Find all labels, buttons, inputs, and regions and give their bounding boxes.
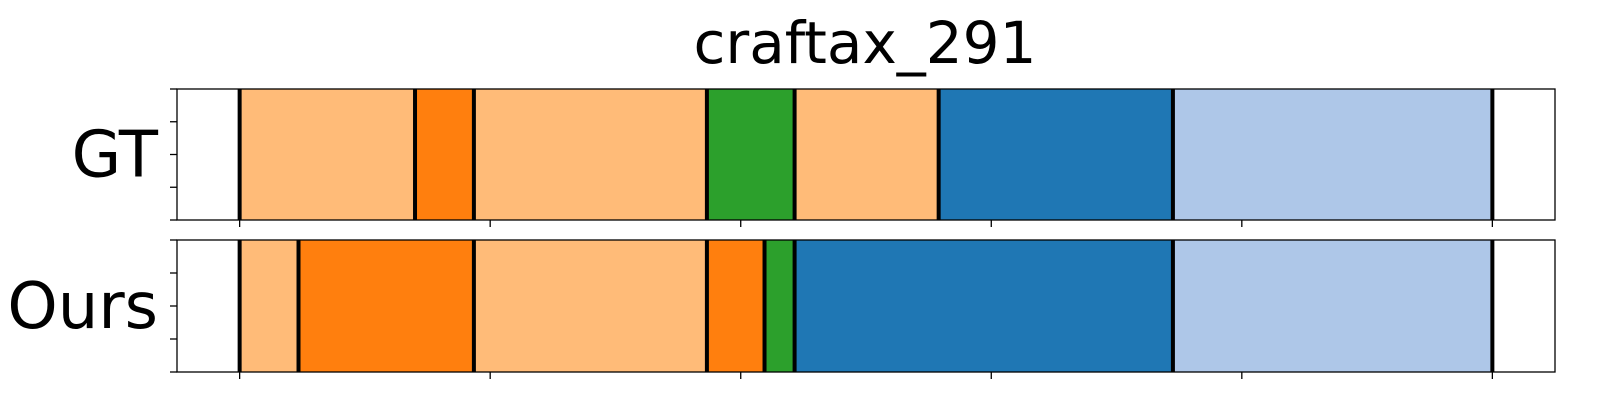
segment-bar <box>794 240 1173 372</box>
segment-bar <box>473 89 707 220</box>
segment-bar <box>938 89 1173 220</box>
row-label: GT <box>72 119 159 193</box>
row-panel-ours: Ours <box>7 239 1556 379</box>
segment-bar <box>706 240 765 372</box>
segment-bar <box>239 89 416 220</box>
segment-bar <box>1172 89 1493 220</box>
chart-title: craftax_291 <box>694 9 1037 77</box>
segment-rows: GT Ours <box>7 88 1556 379</box>
segment-bar <box>706 89 795 220</box>
segment-bar <box>794 89 939 220</box>
segment-bar <box>415 89 474 220</box>
row-label: Ours <box>7 270 158 344</box>
row-panel-gt: GT <box>72 88 1556 227</box>
segment-bar <box>473 240 707 372</box>
segment-bar <box>764 240 795 372</box>
segment-bar <box>239 240 299 372</box>
segment-bar <box>298 240 474 372</box>
segment-bar <box>1172 240 1493 372</box>
